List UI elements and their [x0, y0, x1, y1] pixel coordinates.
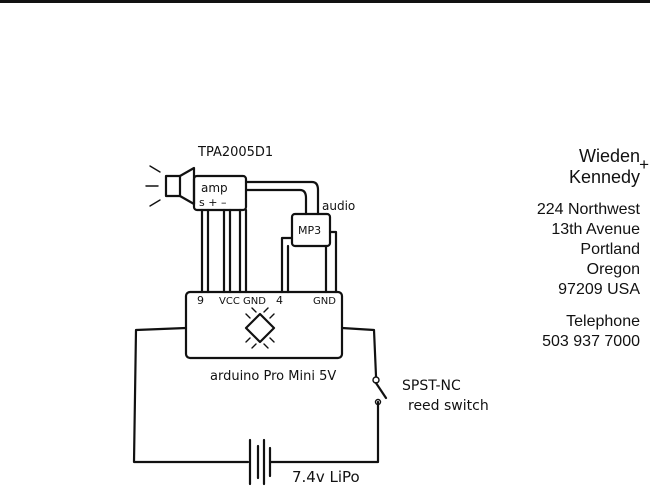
reed-switch-icon: [372, 376, 388, 406]
top-border: [0, 0, 650, 3]
pin-gnd-right-label: GND: [313, 296, 336, 307]
mp3-label: MP3: [298, 224, 321, 237]
switch-label-2: reed switch: [408, 398, 489, 414]
battery-label: 7.4v LiPo: [292, 468, 360, 486]
power-wire-bottom: [268, 400, 380, 464]
speaker-icon: [145, 165, 196, 207]
address-line-3: Portland: [580, 241, 640, 258]
logo-line-2: Kennedy: [568, 167, 640, 187]
phone-label: Telephone: [566, 313, 640, 330]
audio-label: audio: [322, 199, 355, 213]
wire-gnd-right: [328, 230, 338, 294]
amp-label: amp: [201, 181, 228, 195]
wire-pin-4: [280, 236, 294, 294]
microcontroller-chip-icon: [244, 307, 276, 349]
pin-9-label: 9: [197, 294, 204, 307]
pin-gnd-left-label: GND: [243, 296, 266, 307]
switch-label-1: SPST-NC: [402, 378, 461, 394]
amp-module: [192, 174, 248, 212]
pin-4-label: 4: [276, 294, 283, 307]
logo-plus: +: [639, 155, 649, 174]
audio-wire: [244, 180, 320, 216]
logo-line-1: Wieden: [578, 146, 640, 166]
battery-icon: [248, 438, 272, 486]
arduino-board: [184, 290, 344, 360]
phone-number: 503 937 7000: [542, 333, 640, 350]
board-label: arduino Pro Mini 5V: [210, 369, 336, 384]
company-logo: Wieden Kennedy +: [460, 146, 649, 188]
mp3-module: [290, 212, 332, 248]
power-wire-left: [132, 326, 250, 464]
address-line-2: 13th Avenue: [551, 221, 640, 238]
amp-chip-label: TPA2005D1: [197, 145, 273, 160]
address-line-5: 97209 USA: [558, 281, 640, 298]
company-address-block: Wieden Kennedy + 224 Northwest 13th Aven…: [460, 146, 649, 352]
amp-pins-label: s + –: [199, 196, 226, 209]
address-line-4: Oregon: [586, 261, 640, 278]
pin-vcc-label: VCC: [219, 296, 240, 307]
power-wire-right: [340, 326, 378, 378]
address-line-1: 224 Northwest: [536, 201, 640, 218]
